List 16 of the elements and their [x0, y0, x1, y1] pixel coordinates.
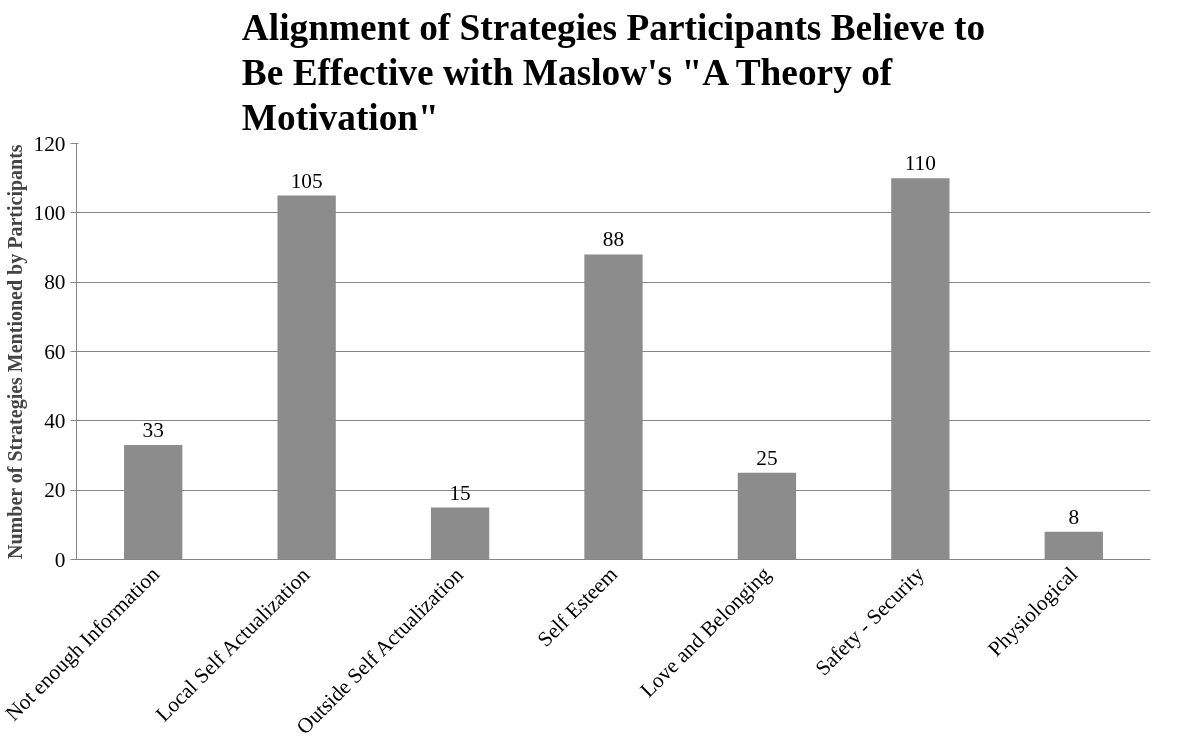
data-label: 8: [1068, 504, 1080, 529]
data-label: 88: [602, 227, 625, 252]
y-tick-label: 0: [54, 547, 66, 572]
y-tick-label: 120: [33, 131, 66, 156]
chart-title: Alignment of Strategies Participants Believe to Be Effective with Maslow's "A Theory of Motivation": [241, 7, 986, 139]
y-tick-label: 100: [33, 200, 66, 225]
y-tick-label: 20: [44, 478, 66, 503]
y-tick-label: 40: [44, 408, 66, 433]
data-label: 110: [904, 151, 936, 176]
data-label: 25: [756, 445, 778, 470]
y-axis-title: Number of Strategies Mentioned by Participants: [3, 144, 27, 559]
data-label: 105: [290, 168, 323, 193]
y-tick-label: 80: [44, 270, 66, 295]
data-label: 33: [142, 418, 164, 443]
y-tick-label: 60: [44, 339, 66, 364]
data-label: 15: [449, 480, 471, 505]
